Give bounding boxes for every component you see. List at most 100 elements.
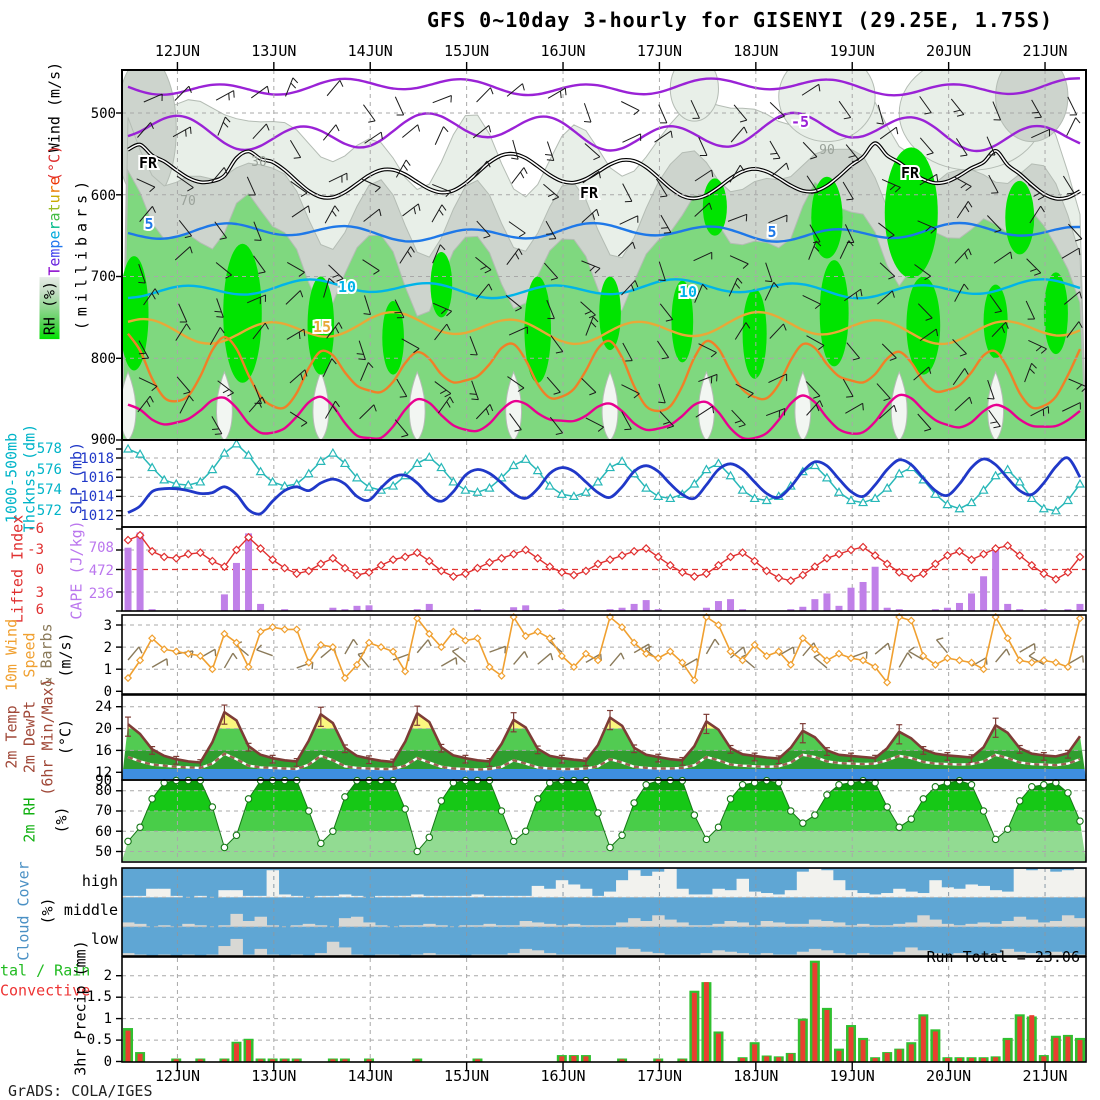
svg-text:572: 572 (37, 503, 62, 519)
svg-text:0: 0 (36, 562, 44, 578)
svg-text:70: 70 (95, 803, 112, 819)
date-label-12JUN: 12JUN (154, 42, 200, 60)
date-label-12JUN: 12JUN (154, 1067, 200, 1085)
label-p7-units: (%) (38, 897, 57, 925)
svg-text:708: 708 (89, 540, 114, 556)
date-label-18JUN: 18JUN (733, 1067, 779, 1085)
svg-text:1018: 1018 (80, 451, 114, 467)
svg-text:10: 10 (338, 278, 356, 296)
svg-text:15: 15 (313, 318, 331, 336)
tick-labels: 5006007008009005785765745721018101610141… (27, 106, 119, 1070)
svg-text:low: low (91, 930, 119, 948)
date-label-15JUN: 15JUN (444, 1067, 490, 1085)
svg-text:574: 574 (37, 482, 62, 498)
date-label-15JUN: 15JUN (444, 42, 490, 60)
svg-text:576: 576 (37, 462, 62, 478)
svg-text:3: 3 (104, 618, 112, 634)
svg-text:10: 10 (679, 283, 697, 301)
panel-cape-li (122, 528, 1086, 611)
label-p8-precip: 3hr Precip (mm) (71, 940, 90, 1076)
svg-text:236: 236 (89, 586, 114, 602)
date-label-17JUN: 17JUN (636, 1067, 682, 1085)
svg-text:5: 5 (767, 223, 776, 241)
svg-text:0: 0 (104, 684, 112, 700)
svg-text:600: 600 (91, 188, 116, 204)
svg-text:1: 1 (104, 1011, 112, 1027)
grads-credit: GrADS: COLA/IGES (8, 1082, 153, 1100)
date-label-14JUN: 14JUN (347, 42, 393, 60)
svg-text:500: 500 (91, 106, 116, 122)
date-label-21JUN: 21JUN (1022, 1067, 1068, 1085)
label-p5-2mtemp: 2m Temp (2, 705, 21, 769)
date-label-18JUN: 18JUN (733, 42, 779, 60)
label-p5-units: (°C) (56, 718, 75, 756)
label-p2-thk1: 1000-500mb (2, 432, 21, 524)
label-p8-total-rain: tal / Rain (0, 961, 91, 980)
svg-text:30: 30 (251, 155, 267, 170)
label-p4-10mwind: 10m Wind (2, 618, 21, 692)
label-p2-slp: SLP (mb) (67, 441, 86, 515)
chart-title: GFS 0~10day 3-hourly for GISENYI (29.25E… (427, 8, 1053, 32)
svg-text:1: 1 (104, 662, 112, 678)
label-p4-barbs: & Barbs (37, 623, 56, 687)
svg-text:80: 80 (95, 783, 112, 799)
svg-text:50: 50 (95, 844, 112, 860)
svg-text:70: 70 (180, 194, 196, 209)
label-p6-2mrh: 2m RH (20, 797, 39, 843)
date-label-20JUN: 20JUN (926, 1067, 972, 1085)
svg-text:middle: middle (64, 901, 118, 919)
label-p3-li: Lifted Index (8, 514, 27, 624)
svg-text:90: 90 (819, 143, 835, 158)
panel-slp-thickness (122, 438, 1086, 526)
svg-text:900: 900 (91, 432, 116, 448)
date-label-16JUN: 16JUN (540, 1067, 586, 1085)
svg-text:0: 0 (104, 1054, 112, 1070)
svg-text:1.5: 1.5 (87, 989, 112, 1005)
date-label-13JUN: 13JUN (251, 1067, 297, 1085)
svg-text:0.5: 0.5 (87, 1032, 112, 1048)
svg-text:2: 2 (104, 968, 112, 984)
svg-text:FR: FR (901, 164, 920, 182)
svg-text:60: 60 (95, 824, 112, 840)
date-label-19JUN: 19JUN (829, 1067, 875, 1085)
label-p5-minmax: (6hr Min/Max) (38, 678, 57, 796)
svg-text:1016: 1016 (80, 470, 114, 486)
svg-text:16: 16 (95, 743, 112, 759)
svg-text:700: 700 (91, 269, 116, 285)
svg-text:-3: -3 (27, 542, 44, 558)
svg-text:6: 6 (36, 602, 44, 618)
gridlines (122, 70, 1086, 440)
svg-text:3: 3 (36, 585, 44, 601)
panel-borders (116, 62, 1087, 1070)
run-total-label: Run Total = 23.06 (926, 948, 1080, 966)
label-p5-2mdewpt: 2m DewPt (20, 700, 39, 774)
panel-10m-wind (122, 612, 1086, 693)
label-p1-millibars: (millibars) (72, 175, 91, 331)
label-p1-rh: RH (%) (39, 276, 60, 340)
svg-text:FR: FR (139, 154, 158, 172)
panel-cloud-cover (122, 868, 1087, 956)
svg-text:472: 472 (89, 563, 114, 579)
date-label-21JUN: 21JUN (1022, 42, 1068, 60)
date-label-19JUN: 19JUN (829, 42, 875, 60)
date-label-20JUN: 20JUN (926, 42, 972, 60)
panel-2m-rh (122, 776, 1086, 861)
svg-text:24: 24 (95, 699, 112, 715)
svg-text:2: 2 (104, 640, 112, 656)
upper-wind-barbs (136, 77, 1085, 438)
date-label-16JUN: 16JUN (540, 42, 586, 60)
svg-text:-6: -6 (27, 521, 44, 537)
svg-text:1012: 1012 (80, 508, 114, 524)
panel-upper-air: -5 FR FR FR 5 5 10 10 15 30 70 90 (122, 70, 1086, 440)
label-p6-units: (%) (52, 806, 71, 834)
svg-text:5: 5 (144, 215, 153, 233)
date-label-17JUN: 17JUN (636, 42, 682, 60)
svg-text:-5: -5 (791, 113, 809, 131)
date-label-13JUN: 13JUN (251, 42, 297, 60)
label-p4-units: (m/s) (56, 632, 75, 678)
label-p8-convective: Convective (0, 981, 91, 1000)
date-label-14JUN: 14JUN (347, 1067, 393, 1085)
svg-text:20: 20 (95, 721, 112, 737)
svg-text:800: 800 (91, 351, 116, 367)
